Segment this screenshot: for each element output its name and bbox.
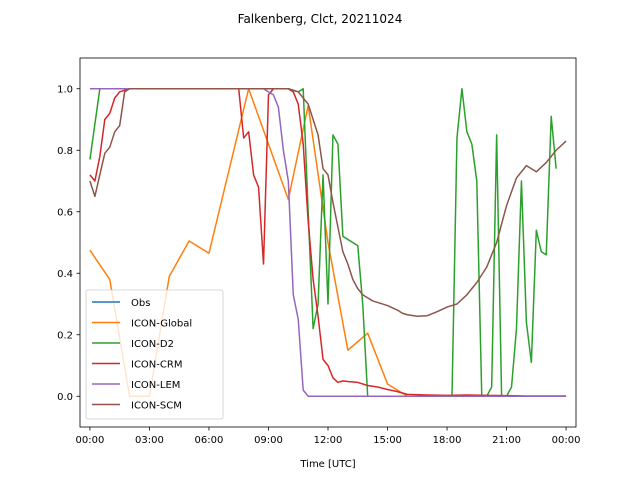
- x-tick-label: 09:00: [254, 435, 283, 446]
- x-tick-label: 06:00: [195, 435, 224, 446]
- x-tick-label: 12:00: [314, 435, 343, 446]
- legend-box: [85, 289, 224, 420]
- x-axis-label: Time [UTC]: [299, 459, 355, 470]
- series-line-icon-scm: [89, 88, 567, 318]
- legend: Obs ICON-Global ICON-D2 ICON-CRM ICON-LEM ICO…: [85, 289, 224, 420]
- x-tick-label: 00:00: [552, 435, 581, 446]
- x-axis: 00:00 03:00 06:00 09:00 12:00 15:00 18:00 21:00…: [76, 427, 581, 446]
- legend-entry: ICON-LEM: [131, 380, 180, 391]
- y-tick-label: 0.4: [57, 269, 73, 280]
- legend-entry: ICON-D2: [131, 339, 174, 350]
- y-tick-label: 0.6: [57, 207, 73, 218]
- x-tick-label: 00:00: [76, 435, 105, 446]
- x-tick-label: 15:00: [373, 435, 402, 446]
- y-tick-label: 0.8: [57, 146, 73, 157]
- legend-entry: ICON-Global: [131, 319, 192, 330]
- x-tick-label: 21:00: [492, 435, 521, 446]
- y-tick-label: 0.2: [57, 330, 73, 341]
- y-tick-label: 0.0: [57, 392, 73, 403]
- legend-entry: Obs: [131, 298, 150, 309]
- legend-entry: ICON-SCM: [131, 401, 182, 412]
- y-axis: 0.0 0.2 0.4 0.6 0.8 1.0: [57, 84, 80, 403]
- legend-entry: ICON-CRM: [131, 360, 182, 371]
- chart-title: Falkenberg, Clct, 20211024: [238, 12, 403, 26]
- series-layer: [89, 88, 567, 397]
- x-tick-label: 03:00: [135, 435, 164, 446]
- x-tick-label: 18:00: [433, 435, 462, 446]
- y-tick-label: 1.0: [57, 84, 73, 95]
